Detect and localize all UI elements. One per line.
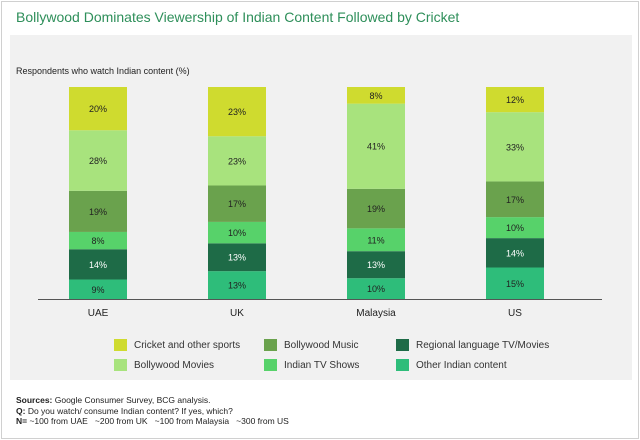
chart-footer: Sources: Google Consumer Survey, BCG ana… — [16, 395, 289, 427]
bar-segment-malaysia-bollywood-movies — [347, 103, 405, 189]
bar-segment-uk-bollywood-music — [208, 185, 266, 222]
data-label-uae-bollywood-movies: 28% — [89, 156, 107, 166]
legend-swatch — [264, 339, 277, 351]
data-label-us-regional-language-tv-movies: 14% — [506, 248, 524, 258]
data-label-malaysia-cricket-and-other-sports: 8% — [369, 91, 382, 101]
legend-label: Cricket and other sports — [134, 339, 241, 351]
data-label-uae-cricket-and-other-sports: 20% — [89, 104, 107, 114]
bar-segment-us-regional-language-tv-movies — [486, 238, 544, 268]
data-label-uk-regional-language-tv-movies: 13% — [228, 253, 246, 263]
bar-segment-malaysia-regional-language-tv-movies — [347, 251, 405, 279]
bar-segment-uae-indian-tv-shows — [69, 231, 127, 250]
data-label-malaysia-regional-language-tv-movies: 13% — [367, 260, 385, 270]
x-tick-label-us: US — [508, 308, 522, 319]
data-label-uk-bollywood-music: 17% — [228, 199, 246, 209]
legend-item-regional: Regional language TV/Movies — [396, 339, 549, 351]
data-label-us-cricket-and-other-sports: 12% — [506, 95, 524, 105]
data-label-us-other-indian-content: 15% — [506, 279, 524, 289]
legend-swatch — [264, 359, 277, 371]
legend-swatch — [114, 339, 127, 351]
legend-label: Indian TV Shows — [284, 359, 360, 371]
data-label-uk-cricket-and-other-sports: 23% — [228, 107, 246, 117]
legend-label: Regional language TV/Movies — [416, 339, 550, 351]
x-tick-label-uk: UK — [230, 308, 244, 319]
legend-item-other: Other Indian content — [396, 359, 507, 371]
bar-segment-us-bollywood-movies — [486, 112, 544, 182]
data-label-malaysia-other-indian-content: 10% — [367, 284, 385, 294]
legend-item-bollywood-music: Bollywood Music — [264, 339, 358, 351]
data-label-uk-indian-tv-shows: 10% — [228, 228, 246, 238]
footer-sample: N= ~100 from UAE ~200 from UK ~100 from … — [16, 416, 289, 426]
bar-segment-uk-other-indian-content — [208, 271, 266, 299]
bar-segment-uae-bollywood-music — [69, 190, 127, 232]
bar-segment-malaysia-other-indian-content — [347, 278, 405, 299]
data-label-us-bollywood-movies: 33% — [506, 142, 524, 152]
legend-item-cricket: Cricket and other sports — [114, 339, 240, 351]
legend-swatch — [396, 359, 409, 371]
bar-segment-uk-indian-tv-shows — [208, 221, 266, 244]
bar-segment-uae-regional-language-tv-movies — [69, 249, 127, 280]
x-tick-label-malaysia: Malaysia — [356, 308, 396, 319]
data-label-uk-bollywood-movies: 23% — [228, 156, 246, 166]
bar-segment-malaysia-indian-tv-shows — [347, 228, 405, 252]
bar-segment-uk-regional-language-tv-movies — [208, 243, 266, 272]
stacked-bar-chart: 9% 14% 8% 19% 28% 20% UAE 13% 13% 10% 17% 23% 23% UK 1… — [38, 87, 602, 319]
bar-segment-us-indian-tv-shows — [486, 217, 544, 239]
data-label-malaysia-indian-tv-shows: 11% — [367, 235, 384, 245]
data-label-uae-regional-language-tv-movies: 14% — [89, 260, 107, 270]
legend-item-indian-tv: Indian TV Shows — [264, 359, 359, 371]
bar-segment-us-bollywood-music — [486, 181, 544, 218]
data-label-uae-bollywood-music: 19% — [89, 207, 107, 217]
data-label-uae-other-indian-content: 9% — [91, 285, 104, 295]
bar-segment-malaysia-cricket-and-other-sports — [347, 87, 405, 104]
bar-segment-uae-other-indian-content — [69, 279, 127, 299]
data-label-malaysia-bollywood-movies: 41% — [367, 142, 385, 152]
chart-title: Bollywood Dominates Viewership of Indian… — [16, 9, 460, 25]
bar-segment-us-cricket-and-other-sports — [486, 87, 544, 113]
data-label-malaysia-bollywood-music: 19% — [367, 204, 385, 214]
chart-subtitle: Respondents who watch Indian content (%) — [16, 66, 190, 76]
data-label-uae-indian-tv-shows: 8% — [91, 236, 104, 246]
bar-segment-us-other-indian-content — [486, 267, 544, 299]
data-label-uk-other-indian-content: 13% — [228, 281, 246, 291]
legend-swatch — [114, 359, 127, 371]
footer-question: Q: Do you watch/ consume Indian content?… — [16, 405, 233, 416]
footer-sources: Sources: Google Consumer Survey, BCG ana… — [16, 395, 211, 405]
data-label-us-bollywood-music: 17% — [506, 195, 524, 205]
bar-segment-malaysia-bollywood-music — [347, 188, 405, 229]
legend-swatch — [396, 339, 409, 351]
bar-segment-uk-cricket-and-other-sports — [208, 87, 266, 137]
bar-segment-uae-cricket-and-other-sports — [69, 87, 127, 131]
legend-label: Other Indian content — [416, 359, 507, 371]
bar-segment-uae-bollywood-movies — [69, 130, 127, 191]
legend-item-bollywood-movies: Bollywood Movies — [114, 359, 214, 371]
legend-label: Bollywood Music — [284, 339, 359, 351]
data-label-us-indian-tv-shows: 10% — [506, 223, 524, 233]
x-tick-label-uae: UAE — [88, 308, 109, 319]
legend-label: Bollywood Movies — [134, 359, 215, 371]
bar-segment-uk-bollywood-movies — [208, 136, 266, 186]
